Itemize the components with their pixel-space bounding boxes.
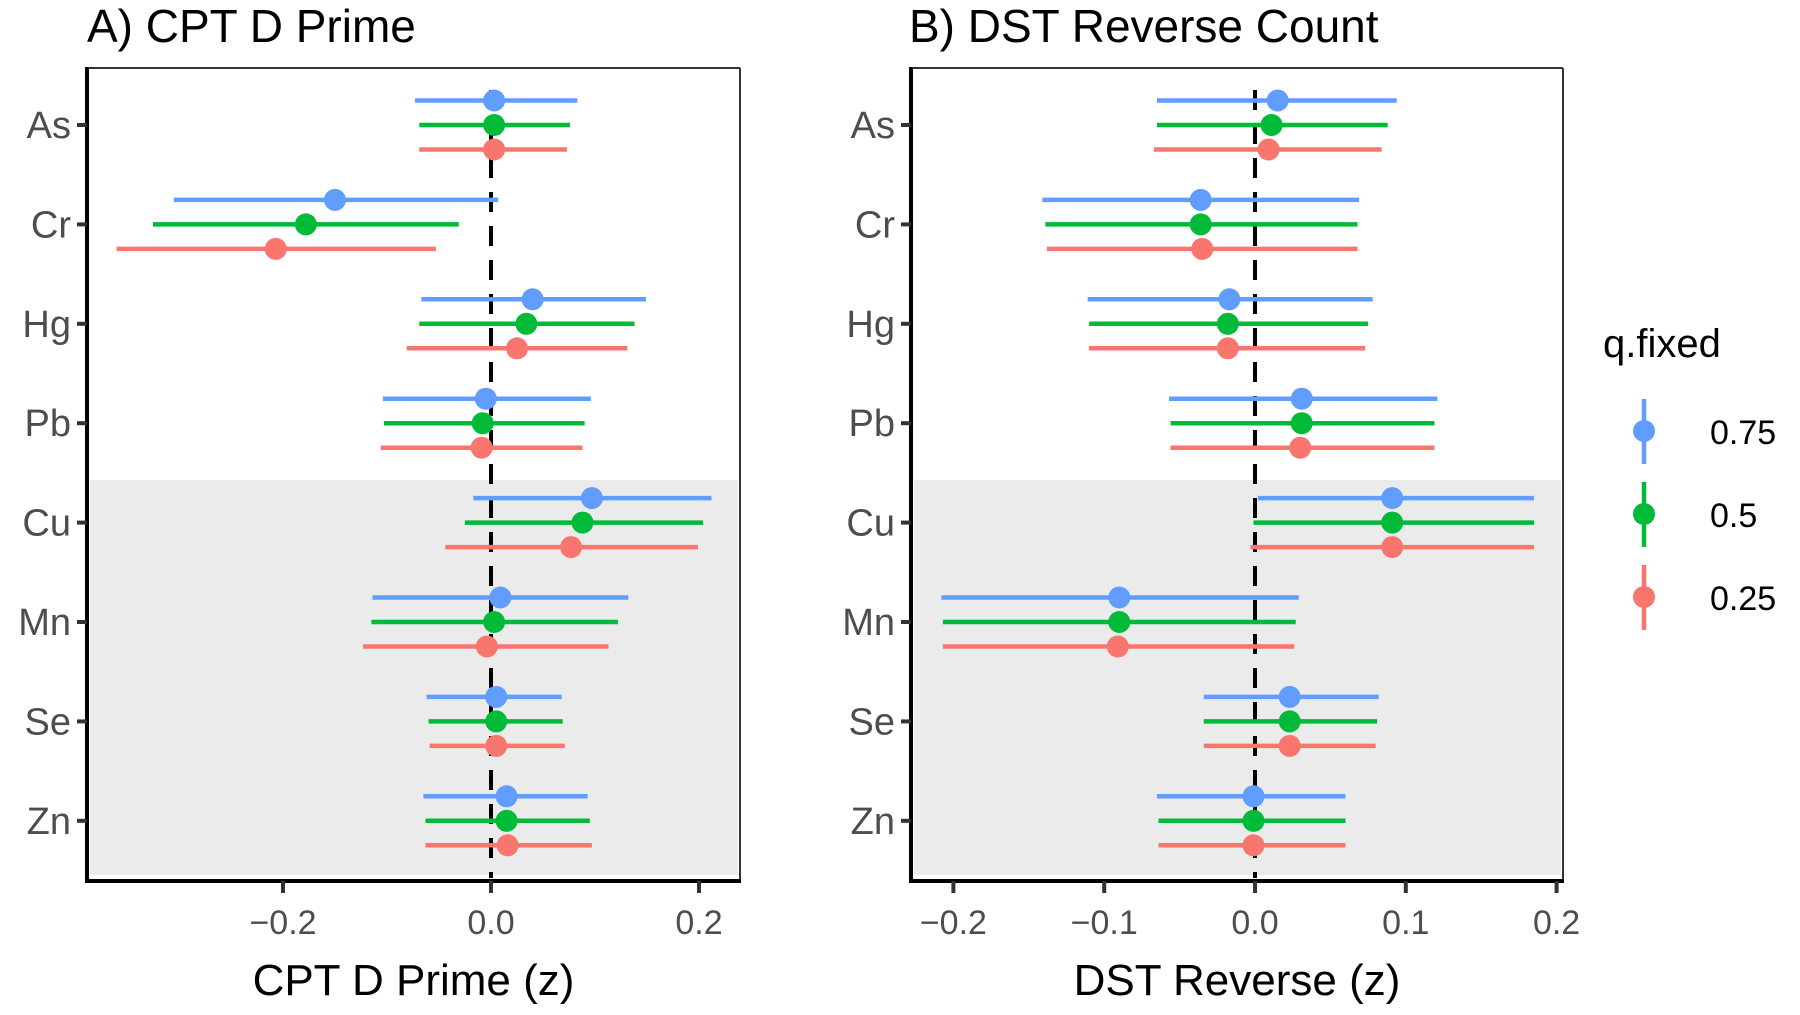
- x-tick-label: 0.2: [1533, 904, 1580, 942]
- point-hg-q0.25: [1216, 337, 1239, 360]
- point-mn-q0.25: [1106, 635, 1129, 658]
- point-pb-q0.25: [470, 436, 493, 459]
- point-se-q0.5: [1278, 710, 1301, 733]
- point-se-q0.25: [1278, 734, 1301, 757]
- point-pb-q0.75: [1290, 387, 1313, 410]
- point-hg-q0.5: [515, 312, 538, 335]
- point-zn-q0.25: [1242, 834, 1265, 857]
- point-cr-q0.75: [324, 188, 346, 211]
- x-axis-title: CPT D Prime (z): [253, 956, 575, 1005]
- y-tick-label: Zn: [851, 801, 895, 843]
- legend: q.fixed 0.75 0.5 0.25: [1603, 322, 1776, 630]
- legend-label: 0.5: [1710, 497, 1757, 535]
- point-cu-q0.5: [571, 511, 594, 534]
- panel-a: A) CPT D Prime As Cr Hg Pb Cu Mn Se Zn −0.2 0.0 0.2…: [18, 0, 741, 1005]
- y-tick-label: Hg: [22, 304, 71, 346]
- point-cu-q0.5: [1381, 511, 1404, 534]
- point-as-q0.75: [483, 89, 506, 112]
- x-tick-label: 0.1: [1382, 904, 1429, 942]
- x-axis-title: DST Reverse (z): [1074, 956, 1401, 1005]
- x-tick-label: 0.0: [467, 904, 514, 942]
- point-cu-q0.75: [580, 487, 603, 510]
- x-tick-label: −0.2: [920, 904, 987, 942]
- point-mn-q0.5: [1108, 611, 1131, 633]
- point-zn-q0.5: [1242, 809, 1265, 832]
- y-tick-label: As: [27, 105, 71, 147]
- point-as-q0.75: [1266, 89, 1289, 112]
- legend-key-point: [1633, 420, 1655, 442]
- point-cu-q0.25: [1381, 536, 1404, 559]
- point-hg-q0.75: [521, 288, 544, 311]
- point-cr-q0.75: [1189, 188, 1212, 211]
- point-cu-q0.25: [560, 536, 583, 559]
- x-tick-label: −0.2: [249, 904, 316, 942]
- legend-title: q.fixed: [1603, 322, 1721, 366]
- y-tick-label: Cr: [855, 204, 895, 246]
- point-mn-q0.75: [1108, 586, 1131, 609]
- panel-b: B) DST Reverse Count As Cr Hg Pb Cu Mn Se Zn −0.2…: [842, 0, 1580, 1005]
- y-tick-label: Cu: [22, 503, 71, 545]
- point-zn-q0.75: [1242, 785, 1265, 808]
- shaded-region: [90, 480, 738, 875]
- legend-item: 0.5: [1633, 482, 1757, 547]
- point-pb-q0.75: [474, 387, 497, 410]
- point-as-q0.5: [483, 114, 506, 136]
- point-cr-q0.25: [264, 237, 287, 260]
- point-hg-q0.5: [1216, 312, 1239, 335]
- y-tick-label: Pb: [849, 403, 895, 445]
- legend-item: 0.75: [1633, 399, 1776, 464]
- y-tick-label: Pb: [25, 403, 71, 445]
- point-pb-q0.5: [471, 412, 494, 435]
- legend-item: 0.25: [1633, 565, 1776, 630]
- point-cr-q0.5: [294, 213, 317, 236]
- y-tick-label: As: [851, 105, 895, 147]
- legend-label: 0.75: [1710, 414, 1776, 452]
- point-pb-q0.25: [1289, 436, 1312, 459]
- point-mn-q0.75: [489, 586, 512, 609]
- x-tick-label: 0.0: [1231, 904, 1278, 942]
- y-tick-label: Mn: [842, 602, 895, 644]
- point-se-q0.75: [1278, 685, 1301, 708]
- point-as-q0.25: [483, 138, 506, 161]
- y-tick-label: Zn: [27, 801, 71, 843]
- point-cr-q0.25: [1191, 237, 1214, 260]
- point-zn-q0.5: [495, 809, 518, 832]
- point-mn-q0.25: [475, 635, 498, 658]
- y-tick-label: Se: [25, 701, 71, 743]
- x-tick-label: −0.1: [1071, 904, 1138, 942]
- shaded-region: [914, 480, 1561, 875]
- y-tick-label: Mn: [18, 602, 71, 644]
- panel-title: A) CPT D Prime: [87, 0, 416, 52]
- point-se-q0.5: [485, 710, 508, 733]
- y-tick-label: Hg: [846, 304, 895, 346]
- point-mn-q0.5: [483, 611, 506, 633]
- point-as-q0.5: [1260, 114, 1283, 136]
- point-zn-q0.75: [495, 785, 518, 808]
- panel-title: B) DST Reverse Count: [909, 0, 1379, 52]
- y-tick-label: Cr: [31, 204, 71, 246]
- point-cu-q0.75: [1381, 487, 1404, 510]
- legend-key-point: [1633, 586, 1655, 608]
- point-zn-q0.25: [496, 834, 519, 857]
- point-pb-q0.5: [1290, 412, 1313, 435]
- point-hg-q0.75: [1218, 288, 1241, 311]
- x-tick-label: 0.2: [675, 904, 722, 942]
- y-tick-label: Se: [849, 701, 895, 743]
- legend-label: 0.25: [1710, 580, 1776, 618]
- legend-key-point: [1633, 503, 1655, 525]
- point-se-q0.25: [485, 734, 508, 757]
- point-as-q0.25: [1257, 138, 1280, 161]
- y-tick-label: Cu: [846, 503, 895, 545]
- point-se-q0.75: [485, 685, 508, 708]
- point-cr-q0.5: [1189, 213, 1212, 236]
- point-hg-q0.25: [506, 337, 528, 360]
